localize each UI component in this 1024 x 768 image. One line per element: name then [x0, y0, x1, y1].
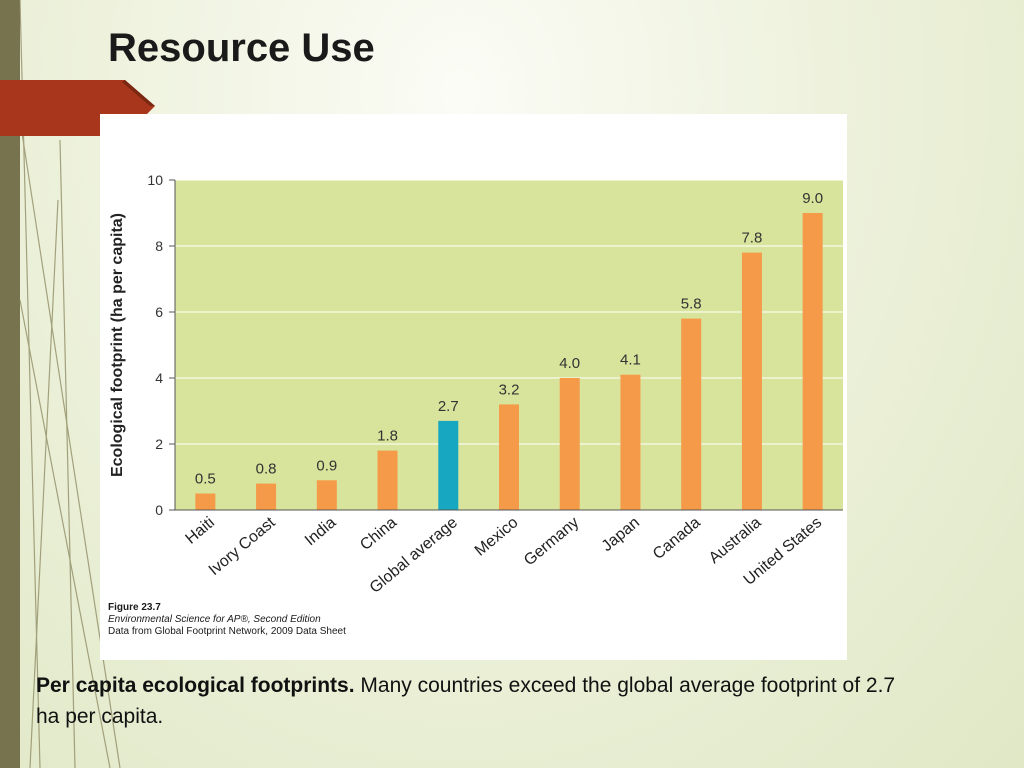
bar — [316, 480, 337, 510]
bar — [377, 450, 398, 510]
bar-value-label: 1.8 — [377, 428, 398, 445]
bar-value-label: 3.2 — [499, 381, 520, 398]
y-tick-label: 8 — [155, 238, 163, 254]
bar — [681, 318, 702, 510]
x-tick-label: Mexico — [472, 514, 522, 560]
figure-source: Environmental Science for AP®, Second Ed… — [108, 614, 321, 625]
bar — [438, 420, 459, 510]
bar-value-label: 0.9 — [316, 457, 337, 474]
figure-data-note: Data from Global Footprint Network, 2009… — [108, 626, 346, 637]
x-tick-label: India — [302, 514, 340, 549]
x-tick-label: Ivory Coast — [206, 514, 279, 579]
bar — [620, 374, 641, 510]
x-tick-label: Japan — [599, 514, 643, 555]
bar — [559, 378, 580, 510]
x-tick-label: Australia — [706, 514, 765, 567]
bar — [256, 483, 277, 510]
x-tick-label: China — [357, 514, 400, 554]
y-axis-label: Ecological footprint (ha per capita) — [109, 213, 126, 477]
y-tick-label: 10 — [147, 172, 163, 188]
slide-title: Resource Use — [108, 26, 375, 70]
bar — [499, 404, 519, 510]
y-tick-label: 2 — [155, 436, 163, 452]
bar-value-label: 4.1 — [620, 352, 641, 369]
x-tick-label: Haiti — [182, 514, 217, 548]
x-tick-label: Germany — [521, 514, 582, 569]
caption-text: Many countries exceed the global average… — [36, 674, 896, 728]
figure-panel: 0 2 4 6 8 10 0.5 0.8 0.9 1.8 2.7 3.2 4.0 4.1 5.8 7.8 9.… — [100, 114, 847, 660]
x-tick-label: Canada — [650, 514, 704, 563]
bar-value-label: 7.8 — [741, 230, 762, 247]
bar-chart: 0 2 4 6 8 10 0.5 0.8 0.9 1.8 2.7 3.2 4.0 4.1 5.8 7.8 9.… — [109, 172, 843, 597]
figure-caption: Figure 23.7 Environmental Science for AP… — [108, 602, 508, 638]
bar-value-label: 9.0 — [802, 190, 823, 207]
bar-value-label: 0.5 — [195, 471, 216, 488]
y-tick-label: 4 — [155, 370, 163, 386]
figure-number: Figure 23.7 — [108, 602, 161, 613]
bar-value-label: 2.7 — [438, 398, 459, 415]
y-tick-label: 6 — [155, 304, 163, 320]
bar — [195, 493, 216, 510]
bar-value-label: 4.0 — [559, 355, 580, 372]
decorative-lines — [19, 0, 121, 768]
caption-bold: Per capita ecological footprints. — [36, 674, 355, 697]
bar-value-label: 5.8 — [681, 296, 702, 313]
bar — [802, 213, 823, 510]
slide-caption: Per capita ecological footprints. Many c… — [36, 670, 896, 732]
bar — [741, 252, 762, 510]
y-tick-label: 0 — [155, 502, 163, 518]
left-accent-bar — [0, 0, 20, 768]
bar-value-label: 0.8 — [256, 461, 277, 478]
